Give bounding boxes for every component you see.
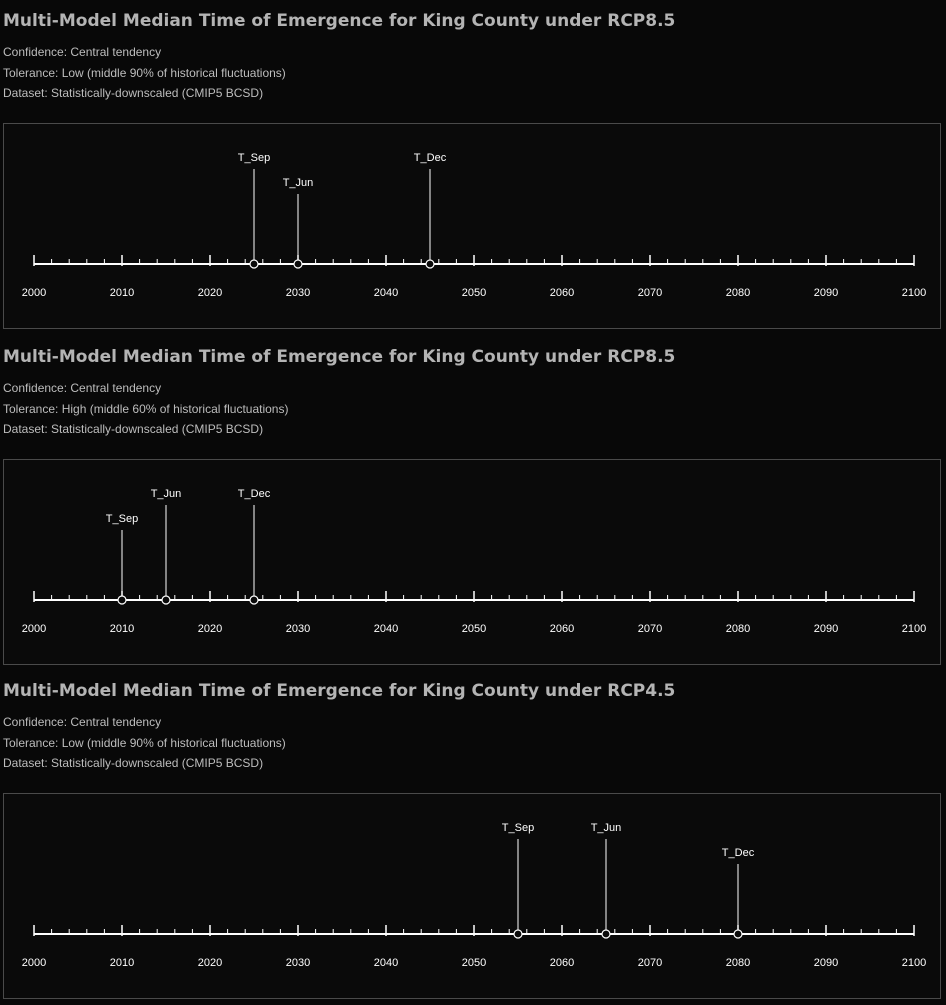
dataset-text: Dataset: Statistically-downscaled (CMIP5… <box>3 86 264 100</box>
tick-label: 2100 <box>902 957 926 969</box>
tick-label: 2000 <box>22 957 46 969</box>
tick-label: 2030 <box>286 957 310 969</box>
tick-label: 2100 <box>902 623 926 635</box>
tick-label: 2070 <box>638 623 662 635</box>
timeline-chart: 2000 2010 2020 2030 2040 2050 2060 2070 2080 2090… <box>22 488 926 635</box>
event-marker-t-sep: T_Sep <box>238 152 270 269</box>
event-marker-t-dec: T_Dec <box>238 488 271 605</box>
dataset-text: Dataset: Statistically-downscaled (CMIP5… <box>3 422 264 436</box>
tick-label: 2080 <box>726 623 750 635</box>
event-marker-t-dec: T_Dec <box>722 847 755 939</box>
tolerance-text: Tolerance: Low (middle 90% of historical… <box>3 66 286 80</box>
tick-label: 2010 <box>110 623 134 635</box>
tick-label: 2090 <box>814 623 838 635</box>
event-point <box>733 929 743 939</box>
event-label: T_Jun <box>283 177 314 189</box>
confidence-text: Confidence: Central tendency <box>3 45 162 59</box>
tick-label: 2070 <box>638 287 662 299</box>
event-label: T_Jun <box>591 822 622 834</box>
timeline-chart: 2000 2010 2020 2030 2040 2050 2060 2070 2080 2090… <box>22 822 926 969</box>
event-point <box>249 595 259 605</box>
tick-label: 2020 <box>198 623 222 635</box>
event-marker-t-jun: T_Jun <box>151 488 182 605</box>
tick-label: 2050 <box>462 287 486 299</box>
event-marker-t-jun: T_Jun <box>283 177 314 269</box>
event-point <box>117 595 127 605</box>
event-marker-t-dec: T_Dec <box>414 152 447 269</box>
tick-label: 2090 <box>814 957 838 969</box>
event-marker-t-jun: T_Jun <box>591 822 622 939</box>
event-point <box>161 595 171 605</box>
tick-label: 2040 <box>374 957 398 969</box>
event-point <box>425 259 435 269</box>
tick-label: 2010 <box>110 287 134 299</box>
tick-label: 2100 <box>902 287 926 299</box>
timeline-panel: 2000 2010 2020 2030 2040 2050 2060 2070 2080 2090… <box>3 459 941 665</box>
event-point <box>293 259 303 269</box>
event-point <box>513 929 523 939</box>
tick-label: 2000 <box>22 287 46 299</box>
timeline-panel: 2000 2010 2020 2030 2040 2050 2060 2070 2080 2090… <box>3 123 941 329</box>
tick-label: 2060 <box>550 957 574 969</box>
tick-label: 2080 <box>726 287 750 299</box>
tick-label: 2010 <box>110 957 134 969</box>
tick-label: 2020 <box>198 957 222 969</box>
event-marker-t-sep: T_Sep <box>106 513 138 605</box>
section-title: Multi-Model Median Time of Emergence for… <box>3 11 676 31</box>
tick-label: 2080 <box>726 957 750 969</box>
tick-label: 2060 <box>550 623 574 635</box>
section-title: Multi-Model Median Time of Emergence for… <box>3 347 676 367</box>
event-label: T_Dec <box>722 847 755 859</box>
event-label: T_Jun <box>151 488 182 500</box>
tick-label: 2040 <box>374 623 398 635</box>
tick-label: 2000 <box>22 623 46 635</box>
event-point <box>601 929 611 939</box>
event-marker-t-sep: T_Sep <box>502 822 534 939</box>
tick-label: 2050 <box>462 623 486 635</box>
event-label: T_Sep <box>238 152 270 164</box>
tick-label: 2020 <box>198 287 222 299</box>
event-label: T_Dec <box>238 488 271 500</box>
section-title: Multi-Model Median Time of Emergence for… <box>3 681 676 701</box>
dataset-text: Dataset: Statistically-downscaled (CMIP5… <box>3 756 264 770</box>
tick-label: 2050 <box>462 957 486 969</box>
tick-label: 2040 <box>374 287 398 299</box>
tick-label: 2030 <box>286 287 310 299</box>
event-label: T_Dec <box>414 152 447 164</box>
tolerance-text: Tolerance: Low (middle 90% of historical… <box>3 736 286 750</box>
event-point <box>249 259 259 269</box>
tick-label: 2030 <box>286 623 310 635</box>
timeline-panel: 2000 2010 2020 2030 2040 2050 2060 2070 2080 2090… <box>3 793 941 999</box>
confidence-text: Confidence: Central tendency <box>3 381 162 395</box>
event-label: T_Sep <box>106 513 138 525</box>
event-label: T_Sep <box>502 822 534 834</box>
timeline-chart: 2000 2010 2020 2030 2040 2050 2060 2070 2080 2090… <box>22 152 926 299</box>
tolerance-text: Tolerance: High (middle 60% of historica… <box>3 402 289 416</box>
tick-label: 2070 <box>638 957 662 969</box>
tick-label: 2060 <box>550 287 574 299</box>
tick-label: 2090 <box>814 287 838 299</box>
confidence-text: Confidence: Central tendency <box>3 715 162 729</box>
